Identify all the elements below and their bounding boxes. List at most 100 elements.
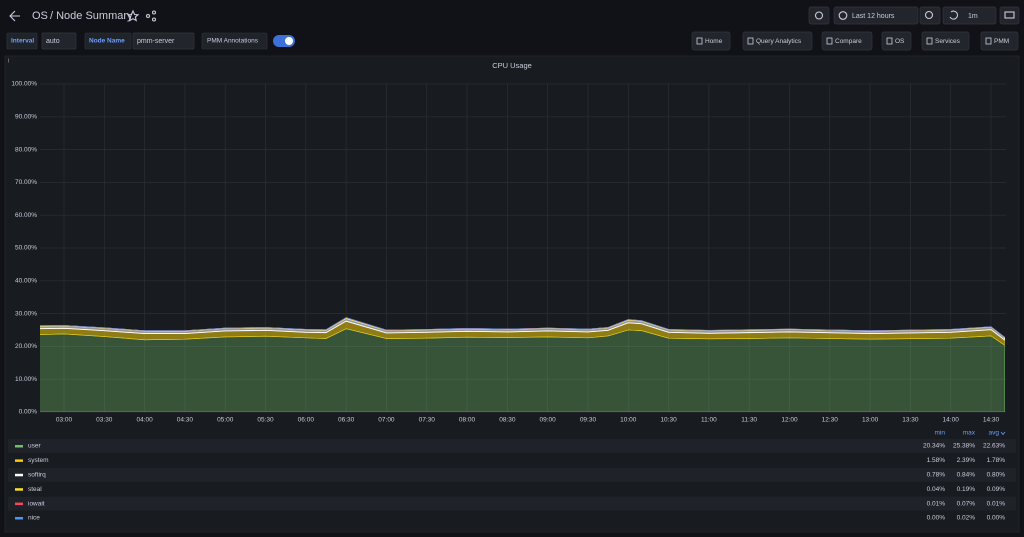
annotation-label: PMM Annotations [207,38,259,45]
legend-stat: 0.80% [987,472,1006,479]
legend-stat: 20.34% [923,443,945,450]
legend-stat: 0.78% [927,472,946,479]
time-picker[interactable] [833,6,919,25]
tv-mode-button[interactable] [999,6,1020,25]
y-tick-label: 100.00% [11,81,37,88]
x-tick-label: 14:00 [943,417,960,424]
nav-icon [985,37,992,45]
nav-button[interactable] [742,31,813,51]
nav-button[interactable] [881,31,912,51]
panel [4,55,1020,533]
legend-name[interactable]: steal [28,486,42,493]
x-tick-label: 06:00 [298,417,315,424]
legend-header: avg [989,430,1000,437]
legend-stat: 0.00% [987,515,1006,522]
y-tick-label: 90.00% [15,114,37,121]
nav-button[interactable] [980,31,1019,51]
legend-stat: 0.84% [957,472,976,479]
x-tick-label: 05:00 [217,417,234,424]
variable-label-box [84,32,132,50]
x-tick-label: 07:00 [378,417,395,424]
x-tick-label: 07:30 [419,417,436,424]
panel-info-icon[interactable]: i [8,59,9,65]
nav-label: Compare [835,38,862,45]
nav-button[interactable] [921,31,970,51]
toggle-knob [285,37,293,45]
clock-icon [838,11,848,20]
x-tick-label: 10:30 [660,417,677,424]
legend-stat: 22.63% [983,443,1005,450]
share-icon[interactable] [145,10,157,22]
nav-icon [826,37,833,45]
legend-swatch[interactable] [15,517,23,520]
variable-select[interactable] [132,32,195,50]
settings-button[interactable] [808,6,830,25]
x-tick-label: 13:30 [902,417,919,424]
y-tick-label: 0.00% [19,409,38,416]
refresh-icon [949,10,958,20]
settings-icon [814,11,824,20]
x-tick-label: 05:30 [257,417,274,424]
y-tick-label: 30.00% [15,310,37,317]
legend-row [8,439,1016,453]
legend-stat: 25.38% [953,443,975,450]
legend-name[interactable]: user [28,443,41,450]
star-icon[interactable] [126,9,140,22]
variable-value: auto [46,38,60,45]
zoom-out-button[interactable] [919,6,941,25]
refresh-picker[interactable] [942,6,997,25]
nav-label: PMM [994,38,1009,45]
x-tick-label: 12:00 [781,417,798,424]
x-tick-label: 06:30 [338,417,355,424]
nav-label: Home [705,38,723,45]
time-range: Last 12 hours [852,13,895,20]
x-tick-label: 12:30 [822,417,839,424]
legend-stat: 0.09% [987,486,1006,493]
legend-header: max [963,430,976,437]
x-tick-label: 11:30 [741,417,757,424]
x-tick-label: 13:00 [862,417,879,424]
variable-label: Interval [11,38,34,45]
variable-select[interactable] [41,32,77,50]
legend-name[interactable]: softirq [28,472,46,479]
page-title: / Node Summary [50,10,133,22]
y-tick-label: 20.00% [15,343,37,350]
variable-label: Node Name [89,38,125,45]
nav-icon [696,37,703,45]
nav-label: OS [895,38,905,45]
legend-header: min [935,430,946,437]
breadcrumb[interactable]: OS [32,10,48,22]
legend-row [8,496,1016,511]
legend-stat: 1.78% [987,457,1006,464]
y-tick-label: 40.00% [15,278,37,285]
legend-name[interactable]: nice [28,515,40,522]
y-tick-label: 50.00% [15,245,37,252]
y-tick-label: 10.00% [15,376,37,383]
legend-stat: 0.19% [957,486,976,493]
legend-name[interactable]: system [28,457,49,464]
nav-label: Services [935,38,961,45]
back-button[interactable] [9,10,20,22]
legend-swatch[interactable] [15,488,23,491]
tv-icon [1004,11,1015,19]
legend-stat: 0.01% [927,500,946,507]
legend-swatch[interactable] [15,445,23,448]
x-tick-label: 03:00 [56,417,73,424]
nav-icon [926,37,933,45]
legend-name[interactable]: iowait [28,500,45,507]
x-tick-label: 09:30 [580,417,597,424]
variable-label-box [6,32,38,50]
legend-stat: 2.39% [957,457,976,464]
legend-stat: 0.04% [927,486,946,493]
legend-swatch[interactable] [15,502,23,506]
variable-value: pmm-server [137,38,175,45]
nav-icon [747,37,754,45]
nav-button[interactable] [821,31,873,51]
legend-swatch[interactable] [15,459,23,462]
area [40,328,1005,412]
legend-swatch[interactable] [15,473,23,477]
nav-button[interactable] [691,31,731,51]
x-tick-label: 04:00 [136,417,153,424]
